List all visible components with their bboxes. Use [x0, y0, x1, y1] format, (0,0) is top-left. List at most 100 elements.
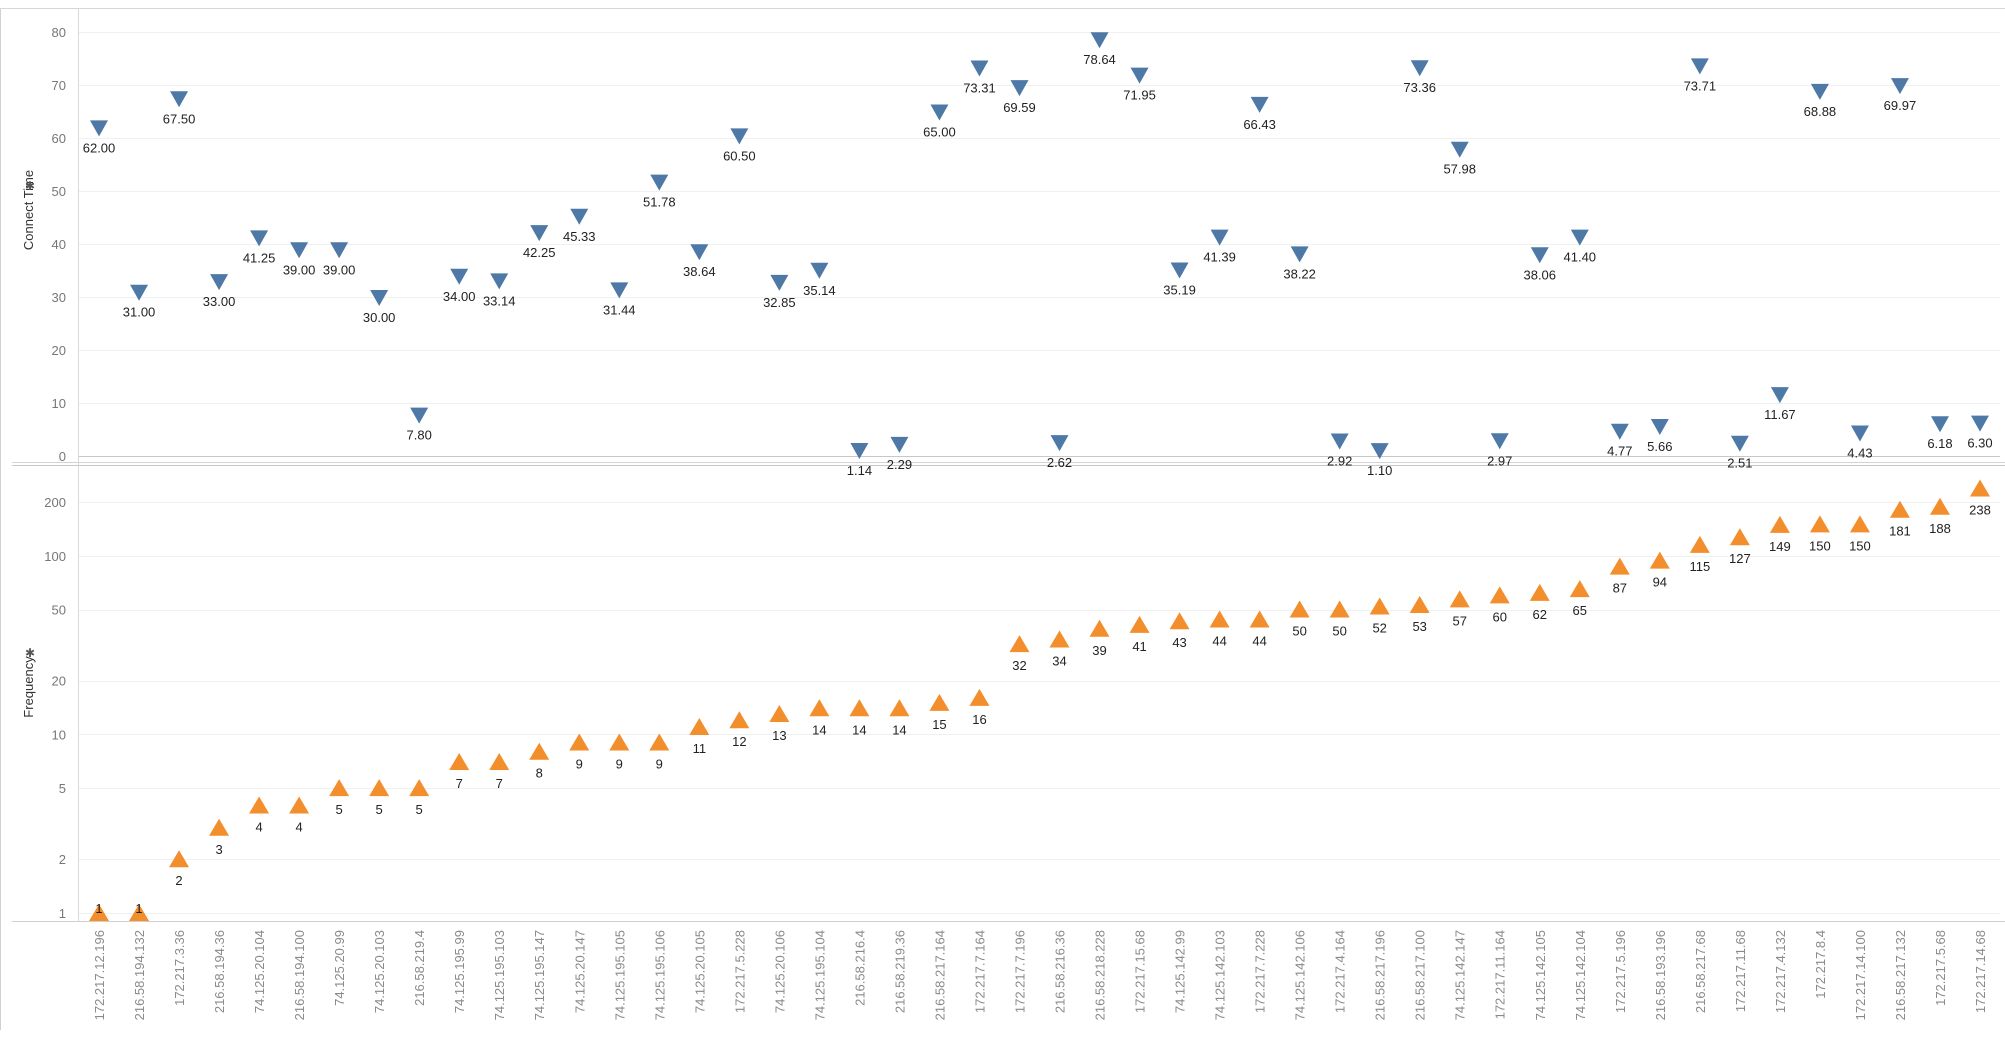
connect-time-pin-icon[interactable]: ✱ [25, 179, 35, 193]
frequency-data-label: 238 [1969, 503, 1991, 518]
connect-time-marker[interactable] [1730, 435, 1749, 452]
connect-time-marker[interactable] [530, 225, 549, 242]
connect-time-marker[interactable] [490, 273, 509, 290]
connect-time-marker[interactable] [1650, 419, 1669, 436]
frequency-marker[interactable] [1609, 557, 1630, 575]
frequency-marker[interactable] [369, 779, 390, 797]
connect-time-marker[interactable] [1490, 433, 1509, 450]
frequency-marker[interactable] [1849, 515, 1870, 533]
frequency-marker[interactable] [1889, 500, 1910, 518]
connect-time-marker[interactable] [970, 60, 989, 77]
frequency-marker[interactable] [1089, 619, 1110, 637]
connect-time-marker[interactable] [1370, 443, 1389, 460]
connect-time-marker[interactable] [1170, 262, 1189, 279]
connect-time-marker[interactable] [1610, 423, 1629, 440]
frequency-marker[interactable] [1649, 551, 1670, 569]
frequency-marker[interactable] [1249, 610, 1270, 628]
connect-time-marker[interactable] [1770, 387, 1789, 404]
frequency-marker[interactable] [1209, 610, 1230, 628]
connect-time-marker[interactable] [1410, 60, 1429, 77]
frequency-marker[interactable] [89, 904, 110, 921]
connect-time-marker[interactable] [850, 442, 869, 459]
frequency-marker[interactable] [129, 904, 150, 921]
connect-time-marker[interactable] [610, 282, 629, 299]
frequency-marker[interactable] [329, 779, 350, 797]
connect-time-marker[interactable] [90, 120, 109, 137]
connect-time-marker[interactable] [410, 407, 429, 424]
connect-time-marker[interactable] [1930, 416, 1949, 433]
connect-time-marker[interactable] [1330, 433, 1349, 450]
frequency-marker[interactable] [769, 705, 790, 723]
connect-time-marker[interactable] [1250, 96, 1269, 113]
connect-time-marker[interactable] [1890, 78, 1909, 95]
category-label: 216.58.216.4 [852, 930, 867, 1006]
connect-time-marker[interactable] [450, 268, 469, 285]
frequency-marker[interactable] [1289, 600, 1310, 618]
frequency-marker[interactable] [569, 733, 590, 751]
connect-time-marker[interactable] [690, 244, 709, 261]
connect-time-marker[interactable] [1850, 425, 1869, 442]
frequency-marker[interactable] [1169, 612, 1190, 630]
frequency-marker[interactable] [649, 733, 670, 751]
connect-time-marker[interactable] [330, 242, 349, 259]
connect-time-marker[interactable] [1530, 247, 1549, 264]
connect-time-marker[interactable] [1690, 58, 1709, 75]
frequency-marker[interactable] [1929, 497, 1950, 515]
connect-time-marker[interactable] [290, 242, 309, 259]
frequency-pin-icon[interactable]: ✱ [25, 646, 35, 660]
frequency-marker[interactable] [169, 850, 190, 868]
frequency-marker[interactable] [889, 699, 910, 717]
frequency-marker[interactable] [449, 753, 470, 771]
frequency-marker[interactable] [1809, 515, 1830, 533]
frequency-marker[interactable] [1769, 515, 1790, 533]
connect-time-marker[interactable] [1050, 435, 1069, 452]
frequency-marker[interactable] [529, 742, 550, 760]
frequency-marker[interactable] [1129, 615, 1150, 633]
connect-time-marker[interactable] [1090, 32, 1109, 49]
frequency-marker[interactable] [1489, 586, 1510, 604]
frequency-marker[interactable] [1729, 528, 1750, 546]
frequency-marker[interactable] [809, 699, 830, 717]
frequency-marker[interactable] [1049, 630, 1070, 648]
connect-time-marker[interactable] [250, 230, 269, 247]
connect-time-marker[interactable] [370, 290, 389, 306]
connect-time-marker[interactable] [730, 128, 749, 145]
frequency-marker[interactable] [689, 717, 710, 735]
frequency-marker[interactable] [729, 711, 750, 729]
frequency-marker[interactable] [849, 699, 870, 717]
frequency-marker[interactable] [1409, 596, 1430, 614]
frequency-marker[interactable] [1569, 580, 1590, 598]
connect-time-marker[interactable] [1210, 229, 1229, 246]
frequency-marker[interactable] [929, 693, 950, 711]
frequency-marker[interactable] [289, 796, 310, 814]
connect-time-marker[interactable] [210, 274, 229, 291]
connect-time-marker[interactable] [890, 436, 909, 453]
frequency-marker[interactable] [969, 688, 990, 706]
frequency-marker[interactable] [609, 733, 630, 751]
frequency-marker[interactable] [249, 796, 270, 814]
connect-time-marker[interactable] [170, 91, 189, 108]
frequency-marker[interactable] [1329, 600, 1350, 618]
frequency-marker[interactable] [1969, 479, 1990, 497]
connect-time-marker[interactable] [770, 274, 789, 291]
connect-time-marker[interactable] [1290, 246, 1309, 263]
connect-time-marker[interactable] [650, 174, 669, 191]
connect-time-marker[interactable] [1130, 67, 1149, 84]
frequency-marker[interactable] [1009, 635, 1030, 653]
frequency-marker[interactable] [489, 753, 510, 771]
connect-time-marker[interactable] [1570, 229, 1589, 246]
connect-time-marker[interactable] [1450, 141, 1469, 158]
connect-time-marker[interactable] [1970, 415, 1989, 432]
connect-time-marker[interactable] [570, 208, 589, 225]
frequency-marker[interactable] [409, 779, 430, 797]
frequency-marker[interactable] [1449, 590, 1470, 608]
connect-time-marker[interactable] [930, 104, 949, 121]
connect-time-marker[interactable] [1010, 80, 1029, 97]
frequency-marker[interactable] [209, 818, 230, 836]
frequency-marker[interactable] [1369, 597, 1390, 615]
connect-time-marker[interactable] [1810, 83, 1829, 100]
connect-time-marker[interactable] [810, 262, 829, 279]
frequency-marker[interactable] [1689, 535, 1710, 553]
frequency-marker[interactable] [1529, 583, 1550, 601]
connect-time-marker[interactable] [130, 284, 149, 301]
